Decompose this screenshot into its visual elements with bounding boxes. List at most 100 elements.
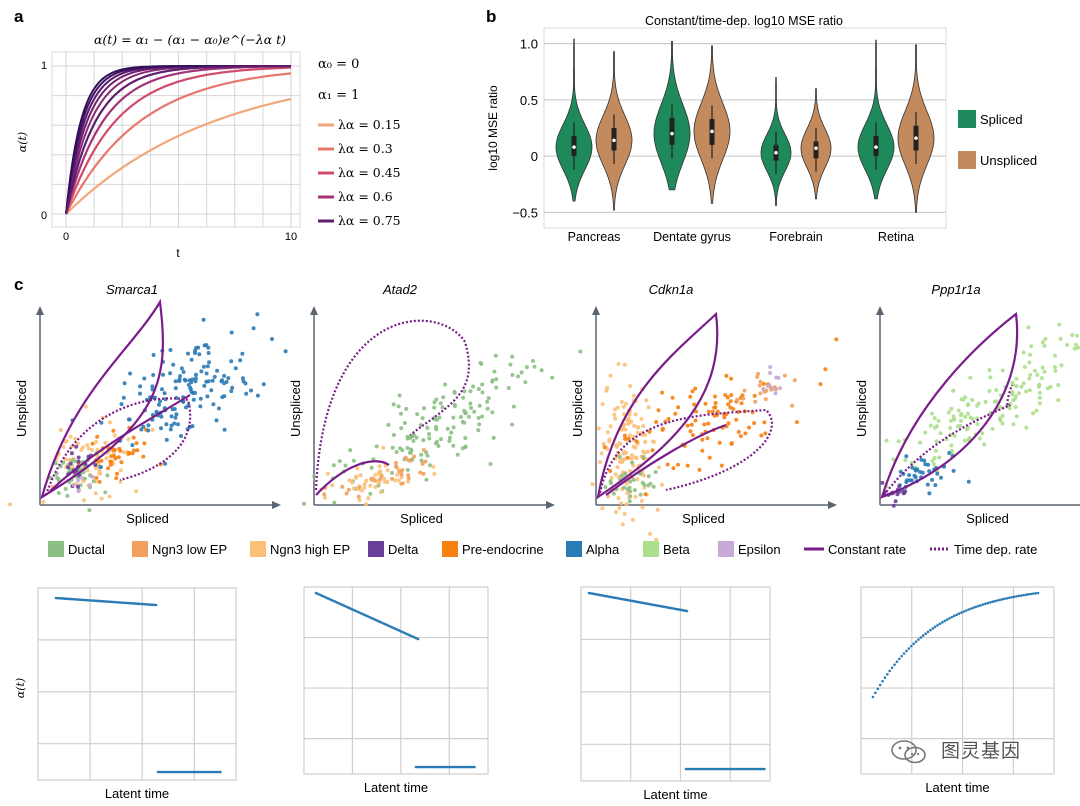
- panel-c-point: [697, 467, 702, 472]
- panel-c-point: [121, 450, 126, 455]
- panel-b-median: [774, 150, 778, 155]
- panel-c-point: [390, 470, 395, 475]
- panel-c-point: [463, 411, 468, 416]
- panel-c-point: [351, 458, 356, 463]
- panel-c-gene-title: Cdkn1a: [649, 282, 694, 297]
- panel-a-curve: [65, 97, 292, 215]
- panel-c-point: [700, 437, 705, 442]
- panel-c-point: [1011, 422, 1016, 427]
- panel-c-point: [932, 416, 937, 421]
- panel-c-point: [181, 370, 186, 374]
- panel-c-point: [348, 448, 353, 453]
- panel-a-alpha1: α₁ = 1: [318, 88, 359, 103]
- panel-c-point: [631, 393, 636, 398]
- panel-c-point: [485, 406, 490, 411]
- panel-c-point: [654, 537, 659, 542]
- panel-c-point: [1037, 395, 1042, 400]
- panel-c-point: [614, 510, 618, 515]
- panel-c-point: [706, 421, 711, 426]
- panel-c-point: [53, 461, 58, 466]
- panel-c-point: [626, 418, 630, 423]
- panel-a-legend-label: λα = 0.6: [338, 189, 393, 204]
- panel-c-legend-swatch: [442, 541, 458, 557]
- panel-c-point: [510, 354, 515, 359]
- panel-c-point: [1027, 388, 1032, 393]
- panel-c-point: [660, 390, 665, 395]
- panel-c-latent-xlabel: Latent time: [925, 780, 989, 795]
- panel-c-point: [653, 470, 658, 474]
- panel-c-point: [90, 441, 95, 446]
- panel-c-point: [630, 460, 635, 465]
- panel-c-point: [910, 465, 915, 470]
- panel-c-point: [205, 364, 210, 369]
- panel-c-point: [629, 456, 634, 461]
- panel-c-point: [346, 487, 351, 492]
- panel-c-legend-label: Ductal: [68, 542, 105, 557]
- panel-c-point: [177, 379, 182, 383]
- panel-c-point: [76, 478, 81, 483]
- panel-c-point: [905, 478, 910, 483]
- panel-c-point: [421, 438, 426, 443]
- panel-b-median: [914, 136, 918, 140]
- panel-c-point: [689, 422, 694, 427]
- panel-c-point: [391, 433, 396, 437]
- panel-c-point: [768, 364, 773, 369]
- panel-c-point: [676, 405, 681, 410]
- panel-c-point: [622, 485, 627, 490]
- panel-c-point: [1072, 346, 1077, 351]
- panel-c-latent-point: [900, 654, 903, 658]
- panel-c-point: [364, 502, 368, 507]
- panel-c-point: [1045, 386, 1050, 391]
- panel-c-scatter-row: Smarca1 Spliced Unspliced Atad2 Spliced Unspl…: [8, 282, 1080, 542]
- panel-c-latent-point: [1036, 591, 1040, 595]
- panel-c-point: [461, 395, 466, 400]
- panel-c-point: [909, 460, 914, 465]
- panel-c-point: [935, 471, 940, 476]
- panel-c-point: [91, 479, 96, 484]
- panel-c-point: [441, 395, 446, 400]
- panel-c-point: [532, 364, 537, 369]
- panel-c-point: [968, 375, 973, 380]
- panel-c-point: [970, 417, 975, 421]
- panel-c-point: [206, 351, 211, 355]
- panel-c-point: [609, 481, 613, 486]
- panel-c-point: [620, 522, 625, 527]
- panel-c-point: [688, 394, 693, 399]
- panel-c-point: [623, 433, 627, 438]
- panel-c-xlabel: Spliced: [400, 511, 443, 526]
- panel-c-point: [958, 413, 963, 418]
- panel-c-point: [385, 468, 390, 473]
- panel-c-point: [644, 398, 649, 403]
- panel-c-point: [1027, 376, 1032, 381]
- panel-c-latent-point: [893, 663, 896, 666]
- panel-c-point: [717, 440, 722, 445]
- panel-c-point: [204, 343, 209, 348]
- panel-c-point: [613, 416, 618, 421]
- panel-c-point: [480, 390, 485, 395]
- panel-c-point: [918, 470, 923, 474]
- panel-a-xtick-0: 0: [63, 231, 69, 243]
- panel-c-point: [753, 399, 758, 404]
- panel-c-point: [189, 357, 194, 362]
- panel-c-point: [987, 368, 992, 373]
- panel-c-point: [1021, 381, 1026, 386]
- panel-c-point: [627, 412, 632, 417]
- panel-c-point: [928, 423, 933, 428]
- panel-c-latent-point: [1000, 598, 1004, 601]
- panel-c-point: [1031, 411, 1035, 416]
- panel-c-point: [428, 463, 432, 468]
- panel-c-point: [601, 441, 606, 446]
- panel-b-median: [814, 146, 818, 151]
- panel-c-point: [1014, 384, 1019, 389]
- panel-c-point: [1000, 421, 1005, 426]
- panel-c-point: [69, 451, 74, 456]
- panel-c-point: [126, 437, 131, 442]
- panel-c-time-dep-rate: [314, 319, 471, 491]
- panel-c-point: [619, 400, 624, 404]
- panel-c-point: [738, 434, 743, 439]
- panel-c-latent-point: [1005, 596, 1009, 600]
- panel-c-point: [85, 468, 90, 473]
- panel-c-gene-title: Smarca1: [106, 282, 158, 297]
- panel-c-point: [834, 337, 839, 342]
- panel-c-xlabel: Spliced: [966, 511, 1009, 526]
